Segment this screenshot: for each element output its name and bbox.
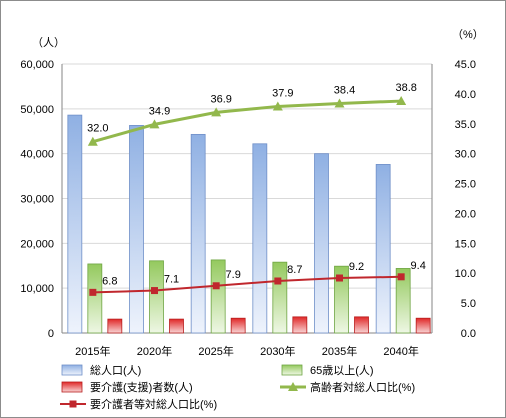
marker-triangle	[396, 96, 407, 106]
marker-triangle	[149, 119, 160, 129]
x-tick-label: 2030年	[260, 344, 295, 358]
x-tick-label: 2015年	[75, 344, 110, 358]
bar-2-3	[292, 316, 308, 334]
bar-1-0	[87, 263, 103, 334]
bar-0-3	[252, 143, 268, 334]
x-axis-ticks: 2015年 2020年 2025年 2030年 2035年 2040年	[75, 344, 419, 358]
data-label-care-ratio: 7.1	[164, 274, 179, 286]
marker-square	[89, 288, 97, 296]
marker-triangle	[211, 107, 222, 117]
left-tick-label: 50,000	[20, 104, 54, 116]
gridlines	[61, 63, 433, 334]
left-axis-unit: （人）	[32, 36, 65, 49]
bar-1-4	[334, 265, 349, 334]
bar-2-5	[415, 317, 431, 334]
bar-1-1	[149, 260, 164, 334]
right-tick-label: 20.0	[455, 208, 476, 220]
left-tick-label: 40,000	[20, 149, 54, 161]
marker-square	[212, 282, 220, 290]
legend-label-3: 高齢者対総人口比(%)	[310, 380, 415, 394]
legend-label-1: 65歳以上(人)	[310, 364, 374, 377]
bar-0-0	[67, 114, 83, 334]
right-tick-label: 10.0	[455, 268, 476, 280]
legend-label-0: 総人口(人)	[90, 363, 141, 377]
data-label-care-ratio: 8.7	[287, 264, 302, 276]
marker-triangle	[87, 136, 98, 146]
series-line-0	[92, 99, 402, 144]
left-tick-label: 10,000	[20, 283, 54, 295]
left-tick-label: 30,000	[20, 194, 54, 206]
bar-1-2	[210, 259, 226, 334]
right-tick-label: 0.0	[461, 328, 476, 340]
right-tick-label: 40.0	[455, 89, 476, 101]
bar-2-0	[107, 318, 123, 334]
marker-square	[397, 273, 405, 281]
bar-0-5	[375, 164, 391, 334]
right-tick-label: 30.0	[455, 149, 476, 161]
bars	[67, 114, 431, 334]
legend-swatch-2	[61, 381, 83, 393]
data-label-elderly-ratio: 38.4	[334, 84, 355, 96]
left-axis-ticks: 0 10,000 20,000 30,000 40,000 50,000 60,000	[20, 59, 54, 340]
bar-0-2	[190, 133, 206, 334]
right-axis-ticks: 0.0 5.0 10.0 15.0 20.0 25.0 30.0 35.0 40.0 45.0	[455, 59, 476, 340]
left-tick-label: 20,000	[20, 238, 54, 250]
bar-0-4	[314, 153, 329, 334]
right-tick-label: 5.0	[461, 298, 476, 310]
legend-marker-3	[288, 382, 298, 391]
x-tick-label: 2035年	[322, 344, 357, 358]
legend-swatch-0	[61, 364, 83, 376]
right-tick-label: 25.0	[455, 179, 476, 191]
data-label-care-ratio: 9.4	[411, 260, 426, 272]
marker-square	[274, 277, 282, 285]
left-tick-label: 0	[48, 328, 54, 340]
marker-triangle	[272, 101, 283, 111]
data-label-elderly-ratio: 38.8	[395, 82, 416, 94]
lines: 32.0 34.9 36.9 37.9 38.4 38.8 6.8 7.1 7.9 8.7 9.2 9…	[87, 82, 426, 296]
legend-marker-4	[69, 400, 77, 408]
x-tick-label: 2025年	[198, 344, 233, 358]
bar-1-5	[395, 268, 411, 334]
right-tick-label: 45.0	[455, 59, 476, 71]
data-label-care-ratio: 7.9	[226, 269, 241, 281]
legend-swatch-1	[281, 364, 303, 376]
left-tick-label: 60,000	[20, 59, 54, 71]
marker-triangle	[334, 98, 345, 108]
right-axis-unit: （%）	[452, 28, 484, 41]
bar-1-3	[272, 261, 288, 334]
data-label-care-ratio: 6.8	[102, 275, 117, 287]
x-tick-label: 2020年	[137, 344, 172, 358]
legend: 総人口(人) 65歳以上(人) 要介護(支援)者数(人) 高齢者対総人口比(%) 要介護…	[60, 363, 415, 411]
x-tick-label: 2040年	[383, 344, 418, 358]
marker-square	[336, 274, 343, 282]
bar-2-2	[230, 317, 246, 334]
data-label-elderly-ratio: 34.9	[149, 105, 170, 117]
bar-2-1	[169, 318, 184, 334]
data-label-elderly-ratio: 32.0	[87, 123, 108, 135]
right-tick-label: 35.0	[455, 119, 476, 131]
data-label-elderly-ratio: 36.9	[210, 93, 231, 105]
series-line-1	[92, 275, 402, 294]
bar-2-4	[354, 316, 369, 334]
data-label-care-ratio: 9.2	[349, 261, 364, 273]
right-tick-label: 15.0	[455, 238, 476, 250]
marker-square	[151, 287, 158, 295]
data-label-elderly-ratio: 37.9	[272, 87, 293, 99]
legend-label-4: 要介護者等対総人口比(%)	[90, 397, 217, 411]
bar-0-1	[129, 125, 144, 334]
legend-label-2: 要介護(支援)者数(人)	[90, 380, 193, 394]
